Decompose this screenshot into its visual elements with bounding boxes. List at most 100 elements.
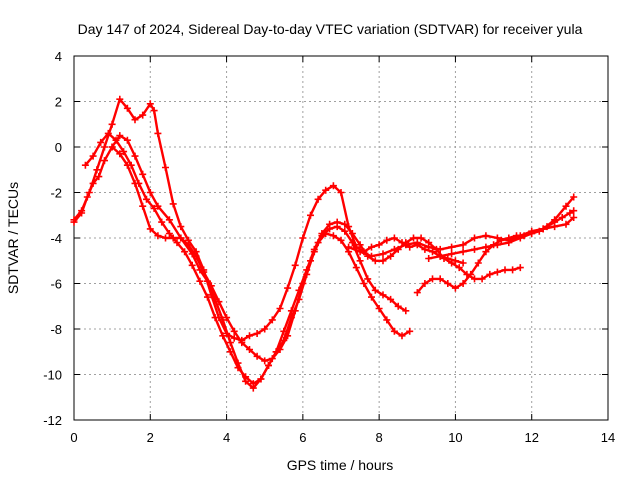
data-point bbox=[253, 330, 261, 337]
data-point bbox=[371, 257, 379, 265]
data-point bbox=[146, 225, 154, 233]
data-point bbox=[299, 280, 307, 287]
data-point bbox=[196, 277, 204, 285]
data-point bbox=[566, 209, 574, 217]
series-track-6 bbox=[347, 216, 575, 258]
tick-layer: 0 2 4 6 8 10 12 14 4 2 0 -2 -4 -6 -8 -10 -12 bbox=[43, 49, 615, 445]
data-point bbox=[368, 293, 375, 301]
data-point bbox=[116, 150, 124, 158]
data-point bbox=[337, 189, 345, 196]
data-point bbox=[234, 364, 242, 372]
data-point bbox=[120, 148, 128, 156]
data-point bbox=[368, 243, 375, 251]
data-point bbox=[253, 352, 261, 360]
data-point bbox=[459, 280, 467, 287]
data-point bbox=[482, 232, 490, 240]
data-point bbox=[341, 220, 349, 228]
data-point bbox=[123, 161, 131, 169]
data-point bbox=[448, 259, 456, 267]
data-point bbox=[459, 259, 467, 267]
y-tick-label: 2 bbox=[55, 95, 62, 110]
y-tick-label: -12 bbox=[43, 413, 62, 428]
y-tick-label: 4 bbox=[55, 49, 62, 64]
data-point bbox=[402, 241, 410, 249]
y-tick-label: -10 bbox=[43, 368, 62, 383]
data-point bbox=[314, 195, 322, 203]
data-point bbox=[459, 241, 467, 249]
data-point bbox=[562, 202, 570, 210]
data-point bbox=[356, 257, 364, 265]
data-point bbox=[165, 230, 173, 237]
data-point bbox=[326, 220, 334, 228]
data-point bbox=[368, 252, 375, 260]
data-point bbox=[345, 243, 353, 251]
data-point bbox=[425, 243, 433, 251]
x-tick-label: 12 bbox=[524, 430, 538, 445]
data-point bbox=[143, 195, 150, 203]
data-point bbox=[387, 252, 395, 260]
data-point bbox=[230, 327, 238, 335]
data-point bbox=[200, 268, 208, 276]
data-point bbox=[459, 248, 467, 256]
data-point bbox=[261, 357, 269, 365]
data-point bbox=[436, 245, 444, 253]
data-point bbox=[379, 250, 387, 258]
x-tick-label: 6 bbox=[299, 430, 306, 445]
data-point bbox=[307, 211, 314, 219]
data-point bbox=[162, 164, 169, 171]
data-point bbox=[204, 293, 211, 301]
data-point bbox=[89, 152, 97, 160]
series-track-2 bbox=[72, 97, 465, 342]
x-tick-label: 2 bbox=[147, 430, 154, 445]
data-point bbox=[223, 314, 231, 322]
data-point bbox=[413, 289, 421, 297]
data-point bbox=[570, 207, 578, 215]
data-point bbox=[85, 189, 93, 196]
data-point bbox=[417, 234, 425, 242]
data-point bbox=[322, 230, 330, 237]
data-point bbox=[177, 223, 185, 231]
data-point bbox=[150, 107, 158, 115]
y-tick-label: -4 bbox=[50, 231, 62, 246]
data-point bbox=[112, 136, 120, 144]
data-point bbox=[139, 170, 147, 178]
data-point bbox=[471, 275, 478, 283]
data-point bbox=[558, 214, 566, 221]
x-tick-label: 4 bbox=[223, 430, 230, 445]
data-point bbox=[188, 261, 196, 269]
data-point bbox=[284, 284, 292, 292]
data-point bbox=[181, 248, 189, 256]
data-point bbox=[169, 200, 177, 208]
data-point bbox=[341, 227, 349, 235]
data-point bbox=[471, 234, 478, 242]
data-point bbox=[116, 95, 124, 103]
data-point bbox=[230, 334, 238, 342]
data-point bbox=[375, 241, 383, 249]
data-point bbox=[131, 116, 139, 124]
data-point bbox=[379, 291, 387, 299]
data-point bbox=[387, 295, 395, 303]
data-point bbox=[139, 202, 147, 210]
data-point bbox=[284, 332, 292, 340]
data-point bbox=[268, 355, 276, 363]
y-tick-label: 0 bbox=[55, 140, 62, 155]
data-point bbox=[451, 284, 459, 292]
data-point bbox=[162, 234, 169, 242]
data-point bbox=[493, 234, 501, 242]
data-point bbox=[291, 307, 299, 315]
data-point bbox=[421, 280, 429, 287]
data-point bbox=[211, 314, 219, 322]
data-point bbox=[451, 257, 459, 265]
data-point bbox=[154, 232, 162, 240]
data-point bbox=[570, 193, 578, 201]
data-point bbox=[474, 259, 482, 267]
data-point bbox=[406, 327, 414, 335]
data-point bbox=[307, 257, 314, 265]
data-point bbox=[429, 248, 436, 256]
data-point bbox=[165, 216, 173, 224]
data-point bbox=[192, 252, 200, 260]
data-point bbox=[177, 234, 185, 242]
data-point bbox=[356, 248, 364, 256]
data-point bbox=[226, 348, 234, 356]
data-point bbox=[207, 282, 215, 290]
